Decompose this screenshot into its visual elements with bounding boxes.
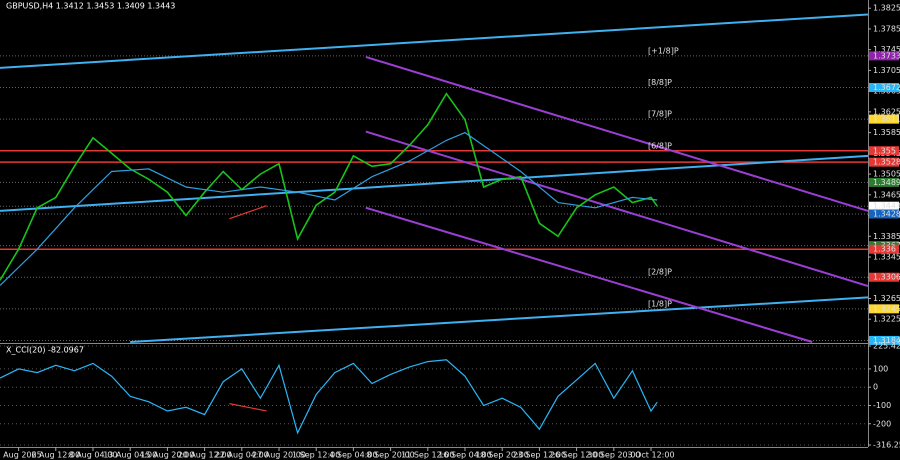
y-tick-label: 1.3625 (873, 107, 900, 116)
x-tick-label: 11 Sep 12:00 (401, 451, 454, 460)
trend-line (0, 154, 868, 212)
x-tick-label: 27 Aug 20:00 (252, 451, 306, 460)
y-tick-label: 1.3465 (873, 190, 900, 199)
price-badge (869, 146, 899, 156)
moving-average (0, 131, 658, 286)
murrey-label: [+1/8]P (648, 46, 679, 55)
y-tick-label: 100 (873, 364, 888, 373)
y-tick-label: 1.3345 (873, 253, 900, 262)
x-tick-label: 16 Sep 04:00 (438, 451, 491, 460)
plot-area (0, 13, 868, 343)
y-tick-label: 1.3385 (873, 232, 900, 241)
y-tick-label: 1.3225 (873, 315, 900, 324)
price-badge-label: 1.3672 (873, 83, 900, 92)
y-tick-label: 1.3825 (873, 4, 900, 13)
x-tick-label: 4 Sep 04:00 (329, 451, 377, 460)
trend-line (229, 403, 267, 412)
trend-line (365, 206, 813, 343)
murrey-label: [6/8]P (648, 141, 672, 150)
cci-line (0, 359, 658, 435)
y-tick-label: -200 (873, 419, 891, 428)
price-badge (869, 244, 899, 254)
price-badge (869, 201, 899, 211)
trend-line (130, 296, 868, 343)
price-badge-label: 1.3245 (873, 304, 900, 313)
x-tick-label: 6 Aug 12:00 (31, 451, 80, 460)
x-tick-label: 5 Aug 2025 (0, 451, 42, 460)
trend-line (365, 130, 868, 287)
x-tick-label: 1 Sep 12:00 (292, 451, 340, 460)
price-badge-label: 1.336 (873, 245, 896, 254)
y-tick-label: 1.3505 (873, 170, 900, 179)
price-badge-label: 1.3528 (873, 158, 900, 167)
plot-area (0, 345, 868, 446)
price-badge (869, 209, 899, 219)
x-tick-label: 30 Sep 20:00 (587, 451, 640, 460)
y-tick-label: 1.3705 (873, 66, 900, 75)
price-badge (869, 51, 899, 61)
y-tick-label: 1.3785 (873, 24, 900, 33)
price-badge-label: 1.355 (873, 146, 896, 155)
price-badge (869, 83, 899, 93)
y-tick-label: 225.429 (873, 342, 900, 351)
x-tick-label: 15 Aug 20:00 (140, 451, 194, 460)
murrey-label: [2/8]P (648, 268, 672, 277)
x-tick-label: 26 Sep 12:00 (550, 451, 603, 460)
price-badge (869, 157, 899, 167)
x-tick-label: 3 Oct 12:00 (627, 451, 674, 460)
price-badge (869, 304, 899, 314)
x-tick-label: 20 Aug 12:00 (178, 451, 232, 460)
price-badge (869, 272, 899, 282)
x-tick-label: 8 Sep 20:00 (366, 451, 414, 460)
x-tick-label: 8 Aug 04:00 (69, 451, 118, 460)
murrey-label: [7/8]P (648, 110, 672, 119)
price-badge-label: 1.3306 (873, 273, 900, 282)
price-badge (869, 177, 899, 187)
price-badge-label: 1.3443 (873, 202, 900, 211)
murrey-label: [1/8]P (648, 299, 672, 308)
indicator-title: X_CCI(20) -82.0967 (6, 346, 84, 355)
trend-line (229, 205, 267, 220)
x-tick-label: 13 Aug 04:00 (103, 451, 157, 460)
price-badge-label: 1.3428 (873, 209, 900, 218)
price-badge-label: 1.3733 (873, 51, 900, 60)
y-tick-label: 1.3585 (873, 128, 900, 137)
trend-line (0, 13, 868, 69)
price-badge-label: 1.3184 (873, 336, 900, 345)
price-badge-label: 1.3611 (873, 115, 900, 124)
price-badge (869, 335, 899, 345)
x-tick-label: 23 Sep 12:00 (513, 451, 566, 460)
x-tick-label: 18 Sep 20:00 (475, 451, 528, 460)
y-tick-label: 1.3745 (873, 45, 900, 54)
price-badge (869, 114, 899, 124)
y-tick-label: 0 (873, 383, 878, 392)
price-line (0, 92, 658, 281)
trend-line (365, 55, 868, 212)
price-badge-label: 1.3489 (873, 178, 900, 187)
y-tick-label: -100 (873, 401, 891, 410)
y-tick-label: -316.257 (873, 441, 900, 450)
chart-title: GBPUSD,H4 1.3412 1.3453 1.3409 1.3443 (6, 2, 175, 11)
y-tick-label: 1.3265 (873, 294, 900, 303)
x-tick-label: 22 Aug 04:00 (215, 451, 269, 460)
murrey-label: [8/8]P (648, 78, 672, 87)
